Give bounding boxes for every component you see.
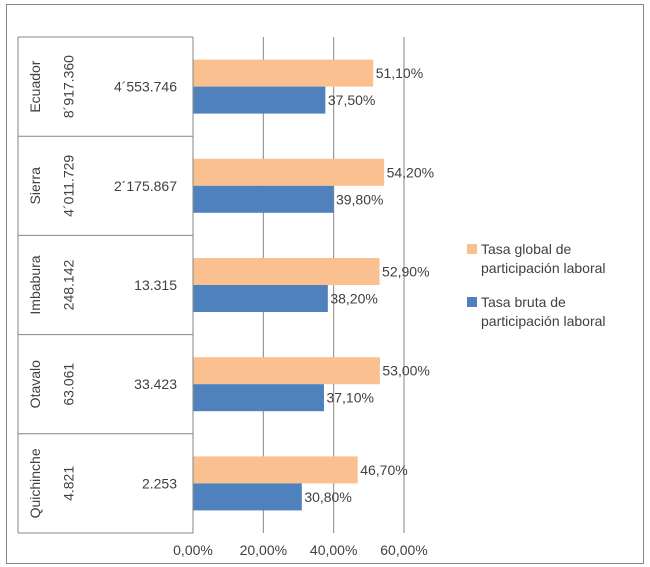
- data-label: 39,80%: [336, 191, 383, 207]
- legend-swatch: [467, 297, 477, 307]
- legend-swatch: [467, 244, 477, 254]
- legend-label: participación laboral: [481, 313, 606, 329]
- x-tick-label: 40,00%: [310, 542, 357, 558]
- bar: [193, 185, 334, 213]
- data-label: 46,70%: [360, 462, 407, 478]
- data-label: 54,20%: [387, 164, 434, 180]
- legend-label: Tasa global de: [481, 241, 572, 257]
- data-label: 37,50%: [328, 92, 375, 108]
- category-value-label: 63.061: [61, 363, 77, 406]
- category-value-label: 13.315: [134, 277, 177, 293]
- bar: [193, 456, 358, 484]
- x-tick-label: 20,00%: [240, 542, 287, 558]
- bar: [193, 384, 324, 412]
- category-value-label: 2´175.867: [114, 178, 177, 194]
- category-value-label: 8´917.360: [61, 55, 77, 118]
- bar: [193, 483, 302, 511]
- data-label: 38,20%: [330, 291, 377, 307]
- bar: [193, 357, 380, 385]
- category-value-label: 33.423: [134, 376, 177, 392]
- category-value-label: 248.142: [61, 259, 77, 310]
- category-value-label: 4.821: [61, 466, 77, 501]
- bar: [193, 158, 385, 186]
- category-name-label: Otavalo: [27, 360, 43, 408]
- legend-label: participación laboral: [481, 260, 606, 276]
- data-label: 52,90%: [382, 264, 429, 280]
- category-name-label: Sierra: [27, 167, 43, 205]
- data-label: 51,10%: [376, 65, 423, 81]
- bar: [193, 86, 326, 114]
- bar: [193, 258, 380, 285]
- bar: [193, 285, 328, 312]
- x-tick-label: 0,00%: [173, 542, 213, 558]
- legend-label: Tasa bruta de: [481, 294, 566, 310]
- category-name-label: Ecuador: [27, 60, 43, 112]
- category-value-label: 2.253: [142, 475, 177, 491]
- data-label: 37,10%: [326, 390, 373, 406]
- bar: [193, 59, 374, 87]
- data-label: 53,00%: [382, 363, 429, 379]
- category-value-label: 4´553.746: [114, 79, 177, 95]
- data-label: 30,80%: [304, 489, 351, 505]
- category-value-label: 4´011.729: [61, 155, 77, 217]
- category-name-label: Imbabura: [27, 255, 43, 314]
- x-tick-label: 60,00%: [380, 542, 427, 558]
- category-name-label: Quichinche: [27, 448, 43, 518]
